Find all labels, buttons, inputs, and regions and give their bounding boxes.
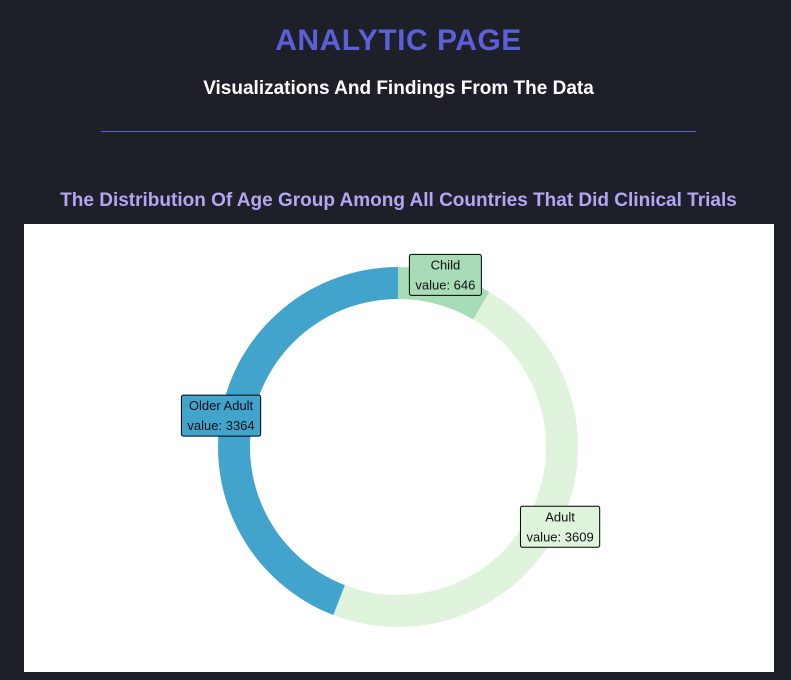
slice-label-child: Child value: 646 (408, 253, 482, 296)
slice-label-adult: Adult value: 3609 (519, 505, 601, 548)
slice-label-value: value: 646 (415, 277, 475, 292)
chart-panel: Child value: 646 Adult value: 3609 Older Adu… (24, 224, 774, 672)
chart-title: The Distribution Of Age Group Among All … (60, 190, 737, 211)
page-subtitle: Visualizations And Findings From The Dat… (203, 78, 594, 99)
slice-label-box (180, 394, 262, 437)
slice-adult[interactable] (333, 291, 578, 627)
slice-label-value: value: 3364 (187, 418, 254, 433)
slice-label-older-adult: Older Adult value: 3364 (180, 394, 262, 437)
slice-label-value: value: 3609 (526, 529, 593, 544)
slice-label-box (408, 253, 482, 296)
slice-label-name: Adult (545, 509, 575, 524)
donut-chart: Child value: 646 Adult value: 3609 Older Adu… (180, 253, 601, 627)
slice-label-name: Child (431, 257, 461, 272)
slice-older-adult[interactable] (218, 267, 398, 615)
slice-label-name: Older Adult (189, 398, 254, 413)
slice-label-box (519, 505, 601, 548)
header-divider (101, 131, 696, 132)
donut-slices (218, 267, 578, 627)
page-title: ANALYTIC PAGE (275, 24, 522, 57)
slice-labels: Child value: 646 Adult value: 3609 Older Adu… (180, 253, 601, 548)
